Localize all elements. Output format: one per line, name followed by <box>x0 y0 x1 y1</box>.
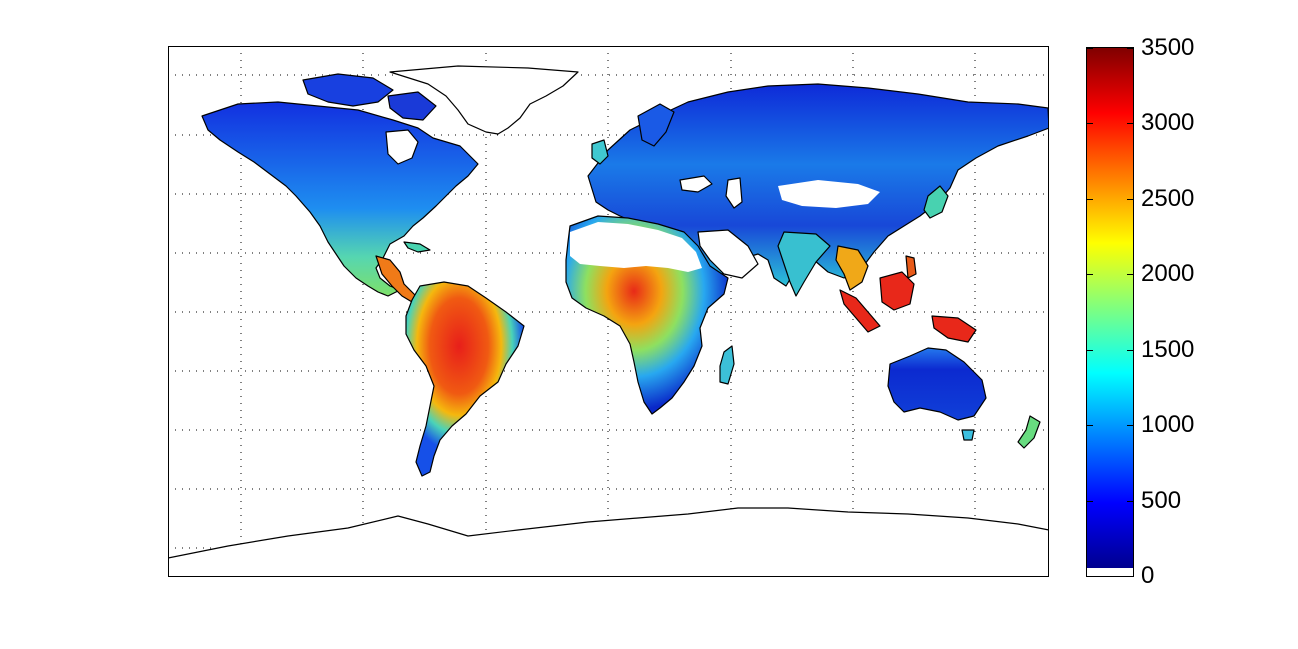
new-guinea <box>931 315 977 343</box>
tibet-no-data <box>778 180 880 208</box>
central-america <box>375 255 419 303</box>
map-panel <box>167 46 1050 578</box>
colorbar-tick-mark <box>1127 274 1133 276</box>
colorbar-tick-label: 1500 <box>1141 335 1195 363</box>
colorbar-tick-label: 3000 <box>1141 109 1195 137</box>
arctic-islands-east <box>387 91 437 121</box>
world-map <box>167 46 1050 578</box>
colorbar-tick-mark <box>1127 48 1133 49</box>
arabia <box>697 229 759 279</box>
tasmania <box>961 429 975 441</box>
colorbar-tick-mark <box>1127 500 1133 502</box>
colorbar-tick-mark <box>1087 576 1093 577</box>
scandinavia <box>637 103 675 147</box>
colorbar-tick-mark <box>1087 123 1093 125</box>
caribbean <box>403 241 431 253</box>
india <box>777 231 831 297</box>
borneo <box>879 271 915 311</box>
colorbar-tick-label: 1000 <box>1141 411 1195 439</box>
japan <box>923 185 949 219</box>
hudson-bay <box>385 129 419 165</box>
colorbar-tick-mark <box>1087 500 1093 502</box>
colorbar-tick-mark <box>1087 274 1093 276</box>
colorbar-tick-label: 3500 <box>1141 34 1195 61</box>
colorbar-tick-mark <box>1127 123 1133 125</box>
inland-seas <box>679 175 713 193</box>
southeast-asia <box>835 245 869 291</box>
madagascar <box>719 345 735 385</box>
colorbar-tick-mark <box>1127 576 1133 577</box>
colorbar-tick-mark <box>1087 425 1093 427</box>
north-america <box>201 101 479 297</box>
colorbar-tick-mark <box>1127 425 1133 427</box>
greenland <box>389 65 579 135</box>
colorbar-tick-label: 500 <box>1141 486 1182 514</box>
colorbar-tick-label: 2500 <box>1141 184 1195 212</box>
colorbar-tick-mark <box>1087 198 1093 200</box>
new-zealand <box>1017 415 1041 449</box>
colorbar-tick-mark <box>1127 349 1133 351</box>
philippines <box>905 255 917 279</box>
south-america <box>405 281 525 477</box>
map-frame <box>168 46 1049 577</box>
colorbar-gradient <box>1087 48 1133 576</box>
australia <box>887 347 987 421</box>
colorbar-tick-label: 2000 <box>1141 260 1195 288</box>
sahara-no-data <box>570 222 702 272</box>
colorbar <box>1086 47 1134 577</box>
colorbar-tick-mark <box>1127 198 1133 200</box>
colorbar-tick-mark <box>1087 48 1093 49</box>
colorbar-tick-mark <box>1087 349 1093 351</box>
british-isles <box>591 139 609 165</box>
antarctica <box>167 507 1050 578</box>
caspian-sea <box>725 177 743 209</box>
indonesia <box>839 289 881 333</box>
colorbar-tick-label: 0 <box>1141 562 1155 589</box>
arctic-islands <box>302 73 394 107</box>
